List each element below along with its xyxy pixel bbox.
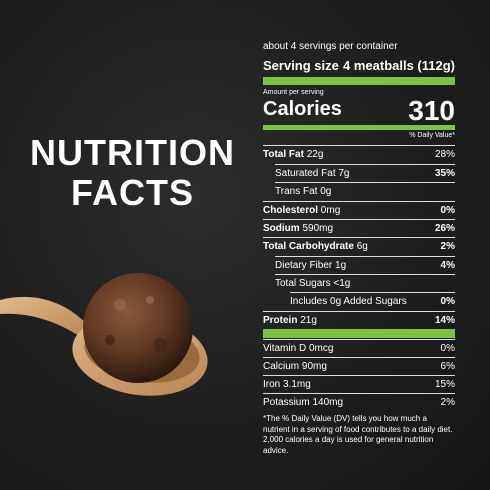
nutrient-dv: 14% xyxy=(434,315,455,326)
nutrient-amount: 0mg xyxy=(320,205,341,216)
nutrient-amount: 7g xyxy=(338,168,350,179)
nutrient-dv: 4% xyxy=(440,260,455,271)
serving-size-value: 4 meatballs (112g) xyxy=(343,58,455,73)
nutrient-name: Vitamin D xyxy=(263,343,307,354)
calories-label: Calories xyxy=(263,98,342,120)
nutrient-row: Total Sugars <1g xyxy=(275,274,455,293)
nutrient-row: Total Fat 22g 28% xyxy=(263,145,455,164)
nutrient-amount: 3.1mg xyxy=(283,379,311,390)
nutrient-amount: <1g xyxy=(333,278,351,289)
nutrient-row: Potassium 140mg 2% xyxy=(263,393,455,412)
nutrient-row: Trans Fat 0g xyxy=(275,182,455,201)
nutrient-name: Cholesterol xyxy=(263,205,319,216)
nutrient-amount: 0g xyxy=(320,186,332,197)
nutrient-row: Sodium 590mg 26% xyxy=(263,219,455,238)
nutrient-name: Total Carbohydrate xyxy=(263,241,354,252)
nutrient-name: Includes 0g Added Sugars xyxy=(290,296,407,307)
nutrient-name: Total Sugars xyxy=(275,278,331,289)
nutrient-name: Saturated Fat xyxy=(275,168,336,179)
nutrient-name: Protein xyxy=(263,315,298,326)
nutrient-dv: 0% xyxy=(440,296,455,307)
nutrient-dv: 35% xyxy=(434,168,455,179)
nutrient-dv: 2% xyxy=(440,397,455,408)
nutrient-dv: 26% xyxy=(434,223,455,234)
divider xyxy=(263,329,455,338)
footnote: *The % Daily Value (DV) tells you how mu… xyxy=(263,414,453,455)
nutrient-name: Potassium xyxy=(263,397,310,408)
nutrient-dv: 6% xyxy=(440,361,455,372)
nutrient-name: Calcium xyxy=(263,361,300,372)
nutrient-row: Protein 21g 14% xyxy=(263,311,455,330)
calories-value: 310 xyxy=(408,95,455,126)
title-line: NUTRITION xyxy=(30,132,235,173)
serving-size: Serving size 4 meatballs (112g) xyxy=(263,58,455,73)
title-line: FACTS xyxy=(70,172,194,213)
nutrient-name: Dietary Fiber xyxy=(275,260,333,271)
nutrient-name: Trans Fat xyxy=(275,186,318,197)
nutrient-dv: 15% xyxy=(434,379,455,390)
nutrient-dv: 28% xyxy=(434,149,455,160)
nutrient-row: Cholesterol 0mg 0% xyxy=(263,201,455,220)
nutrient-amount: 6g xyxy=(356,241,368,252)
nutrient-row: Calcium 90mg 6% xyxy=(263,357,455,376)
nutrient-name: Total Fat xyxy=(263,149,304,160)
nutrient-amount: 90mg xyxy=(301,361,327,372)
nutrient-amount: 1g xyxy=(335,260,347,271)
nutrient-name: Sodium xyxy=(263,223,300,234)
calories: Calories 310 xyxy=(263,95,455,126)
divider xyxy=(263,125,455,130)
nutrient-amount: 22g xyxy=(306,149,324,160)
nutrient-name: Iron xyxy=(263,379,281,390)
nutrient-amount: 21g xyxy=(300,315,317,326)
amount-per-serving: Amount per serving xyxy=(263,89,324,96)
nutrient-dv: 0% xyxy=(440,205,455,216)
serving-size-label: Serving size xyxy=(263,58,339,73)
nutrient-amount: 0mcg xyxy=(308,343,334,354)
nutrient-row: Saturated Fat 7g 35% xyxy=(275,164,455,183)
divider xyxy=(263,77,455,85)
nutrient-row: Includes 0g Added Sugars 0% xyxy=(290,292,455,311)
nutrient-row: Iron 3.1mg 15% xyxy=(263,375,455,394)
dv-header: % Daily Value* xyxy=(409,132,455,139)
nutrient-dv: 2% xyxy=(440,241,455,252)
nutrient-amount: 140mg xyxy=(312,397,344,408)
nutrient-amount: 590mg xyxy=(302,223,334,234)
servings: about 4 servings per container xyxy=(263,41,398,52)
nutrient-row: Dietary Fiber 1g 4% xyxy=(275,256,455,275)
nutrient-dv: 0% xyxy=(440,343,455,354)
nutrient-row: Total Carbohydrate 6g 2% xyxy=(263,237,455,256)
nutrient-row: Vitamin D 0mcg 0% xyxy=(263,339,455,358)
